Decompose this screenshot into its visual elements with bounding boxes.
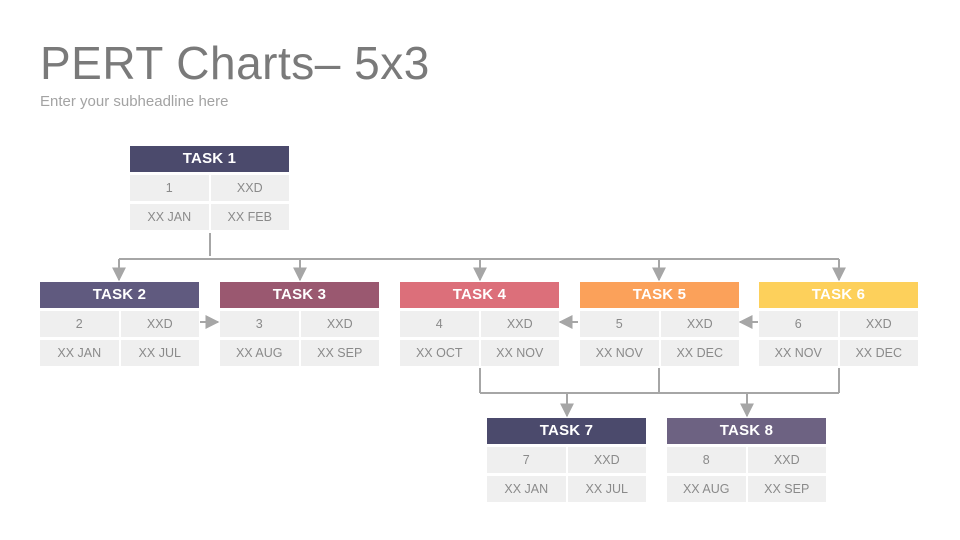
task-number: 3: [220, 311, 299, 337]
task-card-2: TASK 2 2 XXD XX JAN XX JUL: [40, 282, 199, 366]
task-end: XX SEP: [300, 340, 379, 366]
task-card-5: TASK 5 5 XXD XX NOV XX DEC: [580, 282, 739, 366]
task-card-4: TASK 4 4 XXD XX OCT XX NOV: [400, 282, 559, 366]
task-end: XX JUL: [120, 340, 199, 366]
task-end: XX DEC: [660, 340, 739, 366]
task-row-top: 1 XXD: [130, 175, 289, 201]
task-number: 7: [487, 447, 566, 473]
task-end: XX NOV: [480, 340, 559, 366]
task-row-top: 4 XXD: [400, 311, 559, 337]
task-header: TASK 5: [580, 282, 739, 308]
task-card-7: TASK 7 7 XXD XX JAN XX JUL: [487, 418, 646, 502]
task-start: XX AUG: [220, 340, 299, 366]
task-duration: XXD: [300, 311, 379, 337]
page-title: PERT Charts– 5x3: [40, 37, 430, 89]
task-duration: XXD: [480, 311, 559, 337]
task-start: XX NOV: [580, 340, 659, 366]
task-header: TASK 6: [759, 282, 918, 308]
task-duration: XXD: [839, 311, 918, 337]
task-number: 8: [667, 447, 746, 473]
task-row-bottom: XX AUG XX SEP: [220, 340, 379, 366]
task-duration: XXD: [120, 311, 199, 337]
task-number: 2: [40, 311, 119, 337]
task-row-bottom: XX JAN XX JUL: [487, 476, 646, 502]
task-end: XX FEB: [210, 204, 289, 230]
task-row-bottom: XX OCT XX NOV: [400, 340, 559, 366]
task-card-1: TASK 1 1 XXD XX JAN XX FEB: [130, 146, 289, 230]
task-duration: XXD: [747, 447, 826, 473]
task-card-3: TASK 3 3 XXD XX AUG XX SEP: [220, 282, 379, 366]
task-row-top: 2 XXD: [40, 311, 199, 337]
task-row-top: 8 XXD: [667, 447, 826, 473]
task-number: 4: [400, 311, 479, 337]
task-end: XX SEP: [747, 476, 826, 502]
page-subtitle: Enter your subheadline here: [40, 93, 229, 110]
task-header: TASK 3: [220, 282, 379, 308]
task-row-top: 5 XXD: [580, 311, 739, 337]
task-end: XX DEC: [839, 340, 918, 366]
task-number: 6: [759, 311, 838, 337]
task-row-top: 7 XXD: [487, 447, 646, 473]
task-row-top: 3 XXD: [220, 311, 379, 337]
task-header: TASK 2: [40, 282, 199, 308]
task-number: 5: [580, 311, 659, 337]
task-number: 1: [130, 175, 209, 201]
task-header: TASK 7: [487, 418, 646, 444]
task-end: XX JUL: [567, 476, 646, 502]
task-start: XX JAN: [40, 340, 119, 366]
task-card-8: TASK 8 8 XXD XX AUG XX SEP: [667, 418, 826, 502]
task-row-bottom: XX JAN XX JUL: [40, 340, 199, 366]
task-duration: XXD: [660, 311, 739, 337]
task-card-6: TASK 6 6 XXD XX NOV XX DEC: [759, 282, 918, 366]
task-start: XX JAN: [487, 476, 566, 502]
task-start: XX JAN: [130, 204, 209, 230]
task-duration: XXD: [210, 175, 289, 201]
task-row-bottom: XX AUG XX SEP: [667, 476, 826, 502]
task-start: XX OCT: [400, 340, 479, 366]
task-row-bottom: XX NOV XX DEC: [580, 340, 739, 366]
task-row-top: 6 XXD: [759, 311, 918, 337]
task-header: TASK 8: [667, 418, 826, 444]
task-header: TASK 1: [130, 146, 289, 172]
task-row-bottom: XX JAN XX FEB: [130, 204, 289, 230]
task-header: TASK 4: [400, 282, 559, 308]
task-start: XX AUG: [667, 476, 746, 502]
task-duration: XXD: [567, 447, 646, 473]
task-row-bottom: XX NOV XX DEC: [759, 340, 918, 366]
task-start: XX NOV: [759, 340, 838, 366]
